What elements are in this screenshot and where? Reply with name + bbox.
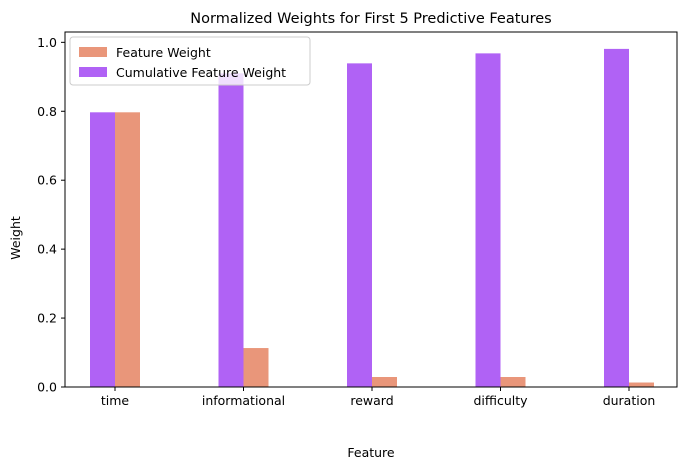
bar-feature-weight-difficulty: [500, 377, 526, 387]
y-axis-label: Weight: [8, 216, 23, 260]
bar-cumulative-difficulty: [475, 53, 501, 388]
axes-layer: [64, 31, 678, 388]
legend: Feature Weight Cumulative Feature Weight: [69, 36, 311, 86]
y-ticks-layer: 0.0 0.2 0.4 0.6 0.8 1.0: [37, 35, 65, 395]
bar-cumulative-time: [90, 112, 115, 388]
bar-feature-weight-reward: [372, 377, 397, 387]
bar-cumulative-duration: [604, 48, 629, 388]
y-tick-label: 0.0: [37, 380, 57, 395]
x-axis-label: Feature: [347, 445, 395, 460]
legend-box: [69, 36, 311, 86]
y-tick-label: 0.2: [37, 311, 57, 326]
bar-feature-weight-duration: [629, 382, 654, 387]
x-tick-label-informational: informational: [202, 393, 285, 408]
bar-cumulative-reward: [347, 63, 372, 388]
y-tick-label: 0.8: [37, 104, 57, 119]
bar-cumulative-informational: [218, 73, 244, 387]
y-tick-label: 1.0: [37, 35, 57, 50]
x-tick-label-reward: reward: [350, 393, 393, 408]
x-tick-label-duration: duration: [603, 393, 656, 408]
y-tick-label: 0.6: [37, 173, 57, 188]
bar-feature-weight-time: [115, 112, 140, 388]
bars-layer: [90, 48, 654, 388]
legend-swatch: [79, 67, 107, 77]
x-tick-label-time: time: [101, 393, 130, 408]
legend-swatch: [79, 47, 107, 57]
plot-frame: [64, 31, 678, 388]
bar-feature-weight-informational: [243, 348, 269, 387]
legend-label: Feature Weight: [116, 45, 211, 60]
legend-label: Cumulative Feature Weight: [116, 65, 286, 80]
x-ticks-layer: time informational reward difficulty duratio…: [101, 387, 655, 408]
chart-title: Normalized Weights for First 5 Predictiv…: [190, 11, 551, 27]
y-tick-label: 0.4: [37, 242, 57, 257]
x-tick-label-difficulty: difficulty: [473, 393, 528, 408]
